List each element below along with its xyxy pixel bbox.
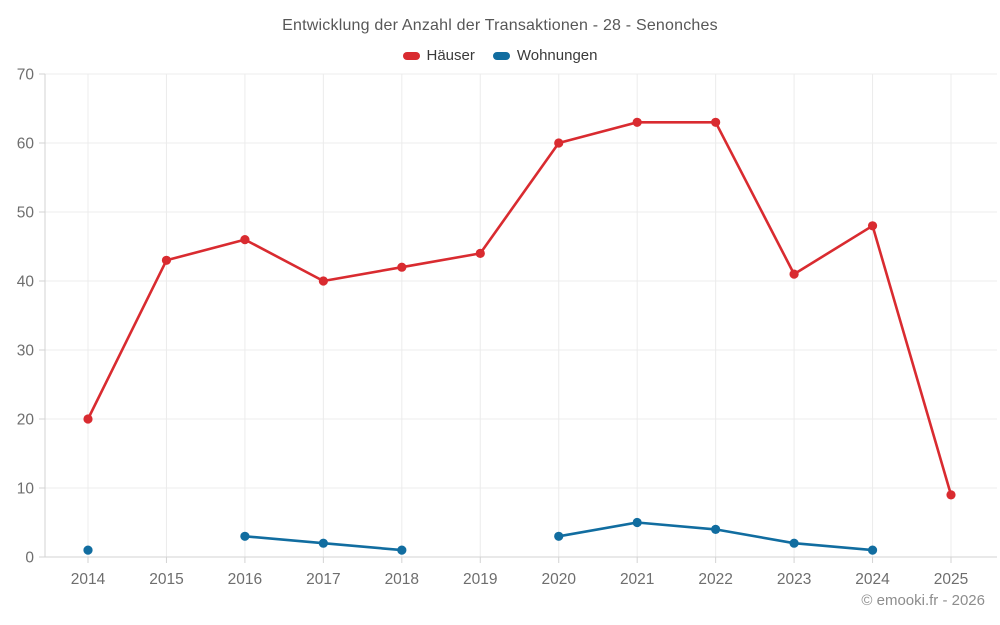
data-point-marker[interactable] <box>161 255 172 265</box>
data-point-marker[interactable] <box>867 545 878 555</box>
y-axis-label: 20 <box>17 412 35 429</box>
legend-swatch-haeuser-icon <box>402 51 420 60</box>
y-axis-label: 10 <box>17 481 35 498</box>
y-axis-label: 50 <box>17 205 35 222</box>
data-point-marker[interactable] <box>318 538 328 548</box>
x-axis-label: 2021 <box>620 571 654 588</box>
x-axis-label: 2015 <box>149 571 183 588</box>
y-axis-label: 40 <box>17 274 35 291</box>
legend-item-wohnungen[interactable]: Wohnungen <box>492 47 598 64</box>
x-axis-label: 2024 <box>855 571 890 588</box>
data-point-marker[interactable] <box>789 269 799 279</box>
x-axis-label: 2014 <box>71 571 106 588</box>
copyright-footer: © emooki.fr - 2026 <box>861 592 985 609</box>
legend-swatch-wohnungen-icon <box>492 51 510 60</box>
legend: Häuser Wohnungen <box>0 47 1000 64</box>
data-point-marker[interactable] <box>397 545 407 555</box>
legend-item-haeuser[interactable]: Häuser <box>402 47 475 64</box>
x-axis-label: 2022 <box>698 571 732 588</box>
x-axis-label: 2019 <box>463 571 497 588</box>
data-point-marker[interactable] <box>475 248 485 258</box>
y-axis-label: 0 <box>25 550 34 567</box>
data-point-marker[interactable] <box>789 538 799 548</box>
x-axis-label: 2025 <box>934 571 968 588</box>
data-point-marker[interactable] <box>83 414 93 424</box>
x-axis-label: 2016 <box>228 571 262 588</box>
chart-title: Entwicklung der Anzahl der Transaktionen… <box>282 17 718 34</box>
x-axis-label: 2023 <box>777 571 811 588</box>
data-point-marker[interactable] <box>554 138 564 148</box>
legend-label-haeuser: Häuser <box>426 47 475 64</box>
legend-label-wohnungen: Wohnungen <box>516 47 598 64</box>
data-point-marker[interactable] <box>632 517 642 528</box>
data-point-marker[interactable] <box>632 117 642 127</box>
data-point-marker[interactable] <box>711 524 721 535</box>
y-axis-label: 60 <box>17 136 35 153</box>
data-point-marker[interactable] <box>711 117 721 127</box>
data-point-marker[interactable] <box>397 262 407 272</box>
data-point-marker[interactable] <box>867 221 878 231</box>
data-point-marker[interactable] <box>240 531 250 541</box>
x-axis-label: 2018 <box>385 571 419 588</box>
data-point-marker[interactable] <box>240 235 250 245</box>
x-axis-label: 2017 <box>306 571 340 588</box>
data-point-marker[interactable] <box>318 276 328 286</box>
data-point-marker[interactable] <box>554 531 564 541</box>
y-axis-label: 70 <box>17 67 35 84</box>
series-line-häuser <box>86 121 953 497</box>
x-axis-label: 2020 <box>541 571 576 588</box>
y-axis-label: 30 <box>17 343 35 360</box>
data-point-marker[interactable] <box>83 545 93 555</box>
data-point-marker[interactable] <box>946 490 956 500</box>
